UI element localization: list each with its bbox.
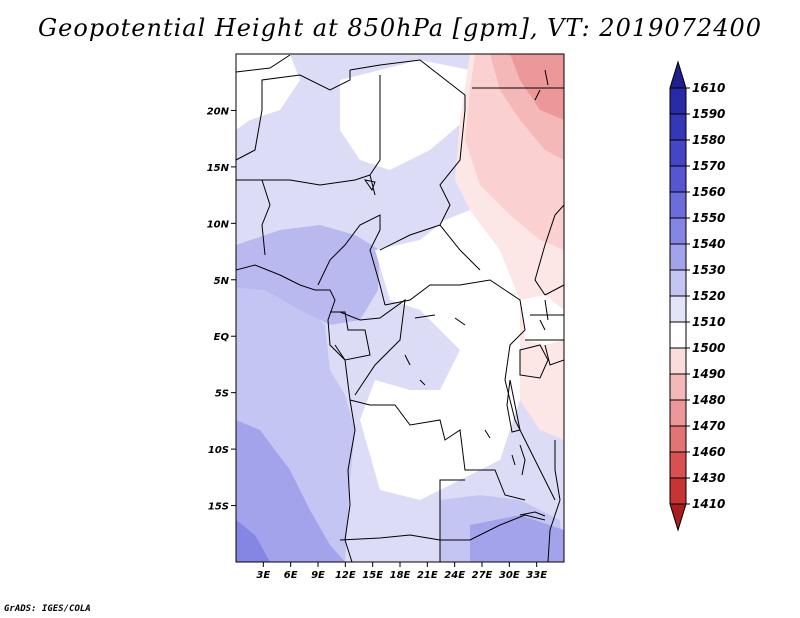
longitude-axis: 3E 6E 9E 12E 15E 18E 21E 24E 27E 30E 33E	[256, 562, 547, 581]
lat-tick-label: 15S	[208, 502, 229, 513]
height-field	[236, 54, 564, 562]
lake-tanganyika	[506, 379, 521, 433]
lat-tick-label: 5N	[214, 276, 230, 287]
colorbar-label: 1430	[692, 471, 725, 485]
lon-tick-label: 3E	[256, 570, 270, 581]
colorbar-label: 1590	[692, 107, 725, 121]
colorbar-label: 1520	[692, 289, 725, 303]
lon-tick-label: 12E	[335, 570, 356, 581]
colorbar-label: 1510	[692, 315, 725, 329]
border-west-africa-1	[236, 179, 271, 256]
colorbar-swatch	[669, 477, 687, 505]
political-borders	[236, 54, 564, 562]
border-car-south	[384, 279, 506, 306]
grads-credit: GrADS: IGES/COLA	[4, 604, 91, 614]
lat-tick-label: EQ	[214, 332, 230, 343]
colorbar-label: 1460	[692, 445, 725, 459]
border-congo-drc	[339, 298, 406, 396]
colorbar-swatch	[669, 451, 687, 479]
map-title: Geopotential Height at 850hPa [gpm], VT:…	[38, 14, 762, 42]
border-zambia-south	[440, 514, 546, 541]
colorbar-swatch	[669, 139, 687, 167]
rift-lakes-north	[539, 299, 549, 331]
colorbar-label: 1570	[692, 159, 725, 173]
lon-tick-label: 30E	[499, 570, 520, 581]
colorbar-swatch	[669, 217, 687, 245]
border-niger-chad	[369, 75, 381, 196]
border-sahara-north	[236, 54, 291, 73]
border-nigeria-cameroon	[317, 214, 386, 306]
congo-river-lakes	[404, 314, 516, 466]
border-angola-south	[339, 479, 465, 541]
colorbar-top-arrow	[669, 60, 687, 89]
border-angola-north	[349, 399, 526, 501]
lat-tick-label: 5S	[215, 389, 229, 400]
colorbar-label: 1610	[692, 81, 725, 95]
lake-chad	[363, 179, 376, 192]
colorbar: 1610 1590 1580 1570 1560 1550 1540 1530 1520 1510…	[669, 60, 725, 532]
colorbar-swatch	[669, 87, 687, 115]
latitude-axis: 20N 15N 10N 5N EQ 5S 10S 15S	[207, 106, 236, 513]
lon-tick-label: 9E	[311, 570, 325, 581]
field-southeast-deep	[470, 515, 564, 562]
lat-tick-label: 10N	[207, 219, 230, 230]
field-east-red-core	[510, 54, 564, 120]
border-car-north	[379, 224, 441, 251]
colorbar-label: 1500	[692, 341, 725, 355]
colorbar-swatch	[669, 191, 687, 219]
field-ocean-deepest	[236, 520, 270, 562]
colorbar-swatch	[669, 269, 687, 297]
lon-tick-label: 24E	[444, 570, 465, 581]
colorbar-label: 1410	[692, 497, 725, 511]
colorbar-swatch	[669, 399, 687, 427]
colorbar-bottom-arrow	[669, 503, 687, 532]
colorbar-swatch	[669, 243, 687, 271]
lat-tick-label: 15N	[207, 163, 230, 174]
lon-tick-label: 6E	[284, 570, 298, 581]
border-niger-nigeria	[262, 174, 371, 186]
lat-tick-label: 20N	[207, 106, 230, 117]
field-ocean-deep	[236, 420, 345, 562]
lon-tick-label: 21E	[417, 570, 438, 581]
colorbar-label: 1550	[692, 211, 725, 225]
lon-tick-label: 33E	[526, 570, 547, 581]
border-drc-east	[504, 289, 556, 501]
colorbar-swatch	[669, 113, 687, 141]
lake-victoria	[519, 344, 549, 379]
field-west-africa-high	[236, 225, 380, 325]
colorbar-label: 1540	[692, 237, 725, 251]
border-algeria-niger	[236, 70, 351, 161]
border-libya-chad	[349, 59, 466, 96]
red-sea-coast	[534, 69, 549, 101]
colorbar-label: 1530	[692, 263, 725, 277]
lon-tick-label: 15E	[362, 570, 383, 581]
field-congo-low	[360, 210, 520, 500]
coast-east-africa	[547, 440, 561, 562]
colorbar-swatch	[669, 321, 687, 349]
field-lakes-white	[520, 295, 564, 345]
colorbar-label: 1480	[692, 393, 725, 407]
colorbar-label: 1470	[692, 419, 725, 433]
colorbar-label: 1580	[692, 133, 725, 147]
colorbar-swatch	[669, 165, 687, 193]
border-chad-sudan	[439, 95, 481, 271]
lat-tick-label: 10S	[208, 445, 229, 456]
colorbar-swatch	[669, 347, 687, 375]
lon-tick-label: 27E	[472, 570, 493, 581]
lake-malawi	[519, 444, 526, 476]
colorbar-label: 1560	[692, 185, 725, 199]
coast-west-africa	[236, 264, 356, 562]
colorbar-swatch	[669, 425, 687, 453]
colorbar-label: 1490	[692, 367, 725, 381]
colorbar-swatch	[669, 373, 687, 401]
border-south-sudan-ethiopia	[534, 204, 564, 296]
lon-tick-label: 18E	[390, 570, 411, 581]
field-north-central-low	[340, 60, 470, 170]
field-sahara-low	[236, 54, 300, 130]
lake-kariba	[519, 511, 546, 517]
colorbar-swatch	[669, 295, 687, 323]
